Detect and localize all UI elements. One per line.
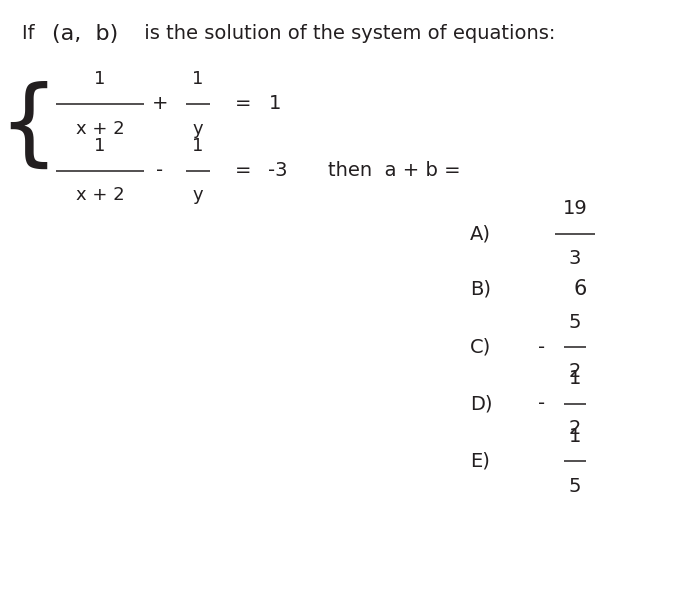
Text: D): D)	[470, 395, 493, 413]
Text: 5: 5	[568, 477, 581, 495]
Text: 6: 6	[573, 279, 587, 299]
Text: 1: 1	[569, 426, 581, 445]
Text: 19: 19	[563, 200, 587, 219]
Text: {: {	[0, 81, 58, 173]
Text: A): A)	[470, 224, 491, 243]
Text: =: =	[234, 94, 251, 114]
Text: +: +	[152, 94, 168, 114]
Text: 1: 1	[94, 71, 106, 88]
Text: -: -	[538, 395, 545, 413]
Text: is the solution of the system of equations:: is the solution of the system of equatio…	[138, 25, 555, 44]
Text: y: y	[193, 187, 203, 204]
Text: =: =	[234, 161, 251, 180]
Text: 1: 1	[193, 137, 204, 155]
Text: 3: 3	[569, 250, 581, 269]
Text: C): C)	[470, 337, 491, 356]
Text: B): B)	[470, 280, 491, 299]
Text: x + 2: x + 2	[76, 187, 125, 204]
Text: y: y	[193, 120, 203, 137]
Text: 5: 5	[568, 313, 581, 332]
Text: 1: 1	[269, 94, 281, 114]
Text: x + 2: x + 2	[76, 120, 125, 137]
Text: 2: 2	[569, 419, 581, 438]
Text: 1: 1	[193, 71, 204, 88]
Text: 2: 2	[569, 362, 581, 382]
Text: -: -	[156, 161, 164, 180]
Text: E): E)	[470, 452, 490, 471]
Text: -3: -3	[268, 161, 288, 180]
Text: -: -	[538, 337, 545, 356]
Text: (a,  b): (a, b)	[52, 24, 118, 44]
Text: If: If	[22, 25, 41, 44]
Text: 1: 1	[569, 369, 581, 389]
Text: 1: 1	[94, 137, 106, 155]
Text: then  a + b =: then a + b =	[328, 161, 461, 180]
